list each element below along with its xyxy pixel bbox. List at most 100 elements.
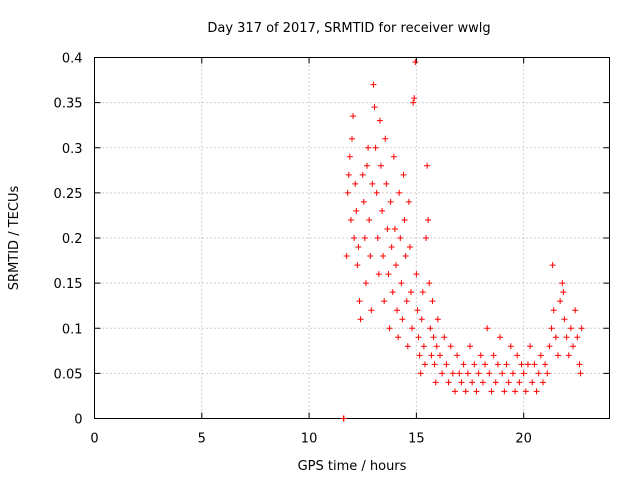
data-point bbox=[486, 370, 493, 377]
data-point bbox=[548, 325, 555, 332]
data-point bbox=[535, 370, 542, 377]
data-point bbox=[434, 316, 441, 323]
data-point bbox=[375, 271, 382, 278]
data-points bbox=[340, 59, 585, 422]
data-point bbox=[462, 388, 469, 395]
data-point bbox=[443, 361, 450, 368]
data-point bbox=[350, 113, 357, 120]
data-point bbox=[429, 298, 436, 305]
data-point bbox=[492, 379, 499, 386]
data-point bbox=[574, 334, 581, 341]
y-tick-label: 0.2 bbox=[62, 232, 83, 247]
data-point bbox=[567, 325, 574, 332]
data-point bbox=[516, 379, 523, 386]
data-point bbox=[559, 280, 566, 287]
data-point bbox=[411, 95, 418, 102]
data-point bbox=[421, 361, 428, 368]
y-tick-label: 0.35 bbox=[54, 97, 83, 112]
data-point bbox=[518, 361, 525, 368]
data-point bbox=[356, 298, 363, 305]
data-point bbox=[365, 144, 372, 151]
x-tick-label: 20 bbox=[515, 432, 532, 447]
data-point bbox=[494, 361, 501, 368]
data-point bbox=[417, 370, 424, 377]
data-point bbox=[371, 104, 378, 111]
y-tick-label: 0.3 bbox=[62, 142, 83, 157]
data-point bbox=[346, 153, 353, 160]
y-tick-label: 0.15 bbox=[54, 277, 83, 292]
data-point bbox=[386, 325, 393, 332]
data-point bbox=[357, 316, 364, 323]
data-point bbox=[366, 216, 373, 223]
data-point bbox=[520, 370, 527, 377]
data-point bbox=[394, 307, 401, 314]
data-point bbox=[396, 189, 403, 196]
data-point bbox=[413, 271, 420, 278]
data-point bbox=[353, 207, 360, 214]
data-point bbox=[369, 180, 376, 187]
data-point bbox=[514, 352, 521, 359]
axis-tick-labels: 0 5 10 15 20 0 0.05 0.1 0.15 0.2 0.25 0.3 0.35 0.4 bbox=[54, 52, 532, 447]
data-point bbox=[431, 361, 438, 368]
data-point bbox=[524, 361, 531, 368]
data-point bbox=[430, 334, 437, 341]
data-point bbox=[420, 343, 427, 350]
data-point bbox=[419, 289, 426, 296]
data-point bbox=[400, 171, 407, 178]
data-point bbox=[391, 225, 398, 232]
data-point bbox=[377, 162, 384, 169]
data-point bbox=[374, 235, 381, 241]
axis-ticks bbox=[94, 57, 610, 419]
data-point bbox=[406, 244, 413, 251]
data-point bbox=[414, 307, 421, 314]
data-point bbox=[389, 289, 396, 296]
data-point bbox=[479, 379, 486, 386]
data-point bbox=[352, 180, 359, 187]
data-point bbox=[436, 352, 443, 359]
data-point bbox=[401, 216, 408, 223]
data-point bbox=[447, 343, 454, 350]
data-point bbox=[344, 189, 351, 196]
data-point bbox=[368, 307, 375, 314]
data-point bbox=[439, 370, 446, 377]
data-point bbox=[423, 235, 430, 241]
data-point bbox=[432, 379, 439, 386]
data-point bbox=[354, 262, 361, 269]
data-point bbox=[490, 352, 497, 359]
x-tick-label: 0 bbox=[90, 432, 98, 447]
data-point bbox=[405, 198, 412, 205]
data-point bbox=[565, 352, 572, 359]
data-point bbox=[557, 298, 564, 305]
data-point bbox=[529, 379, 536, 386]
data-point bbox=[560, 289, 567, 296]
data-point bbox=[380, 253, 387, 260]
data-point bbox=[522, 388, 529, 395]
data-point bbox=[509, 370, 516, 377]
data-point bbox=[445, 379, 452, 386]
data-point bbox=[399, 316, 406, 323]
data-point bbox=[527, 343, 534, 350]
chart-title: Day 317 of 2017, SRMTID for receiver wwl… bbox=[207, 21, 490, 36]
data-point bbox=[367, 253, 374, 260]
data-point bbox=[471, 361, 478, 368]
data-point bbox=[488, 388, 495, 395]
data-point bbox=[473, 388, 480, 395]
data-point bbox=[384, 225, 391, 232]
data-point bbox=[454, 352, 461, 359]
data-point bbox=[418, 316, 425, 323]
data-point bbox=[385, 271, 392, 278]
data-point bbox=[372, 144, 379, 151]
data-point bbox=[388, 244, 395, 251]
data-point bbox=[475, 370, 482, 377]
data-point bbox=[460, 361, 467, 368]
data-point bbox=[408, 289, 415, 296]
data-point bbox=[370, 81, 377, 88]
data-point bbox=[392, 262, 399, 269]
y-tick-label: 0.4 bbox=[62, 52, 83, 67]
data-point bbox=[362, 280, 369, 287]
data-point bbox=[561, 316, 568, 323]
data-point bbox=[441, 334, 448, 341]
data-point bbox=[531, 361, 538, 368]
data-point bbox=[359, 171, 366, 178]
